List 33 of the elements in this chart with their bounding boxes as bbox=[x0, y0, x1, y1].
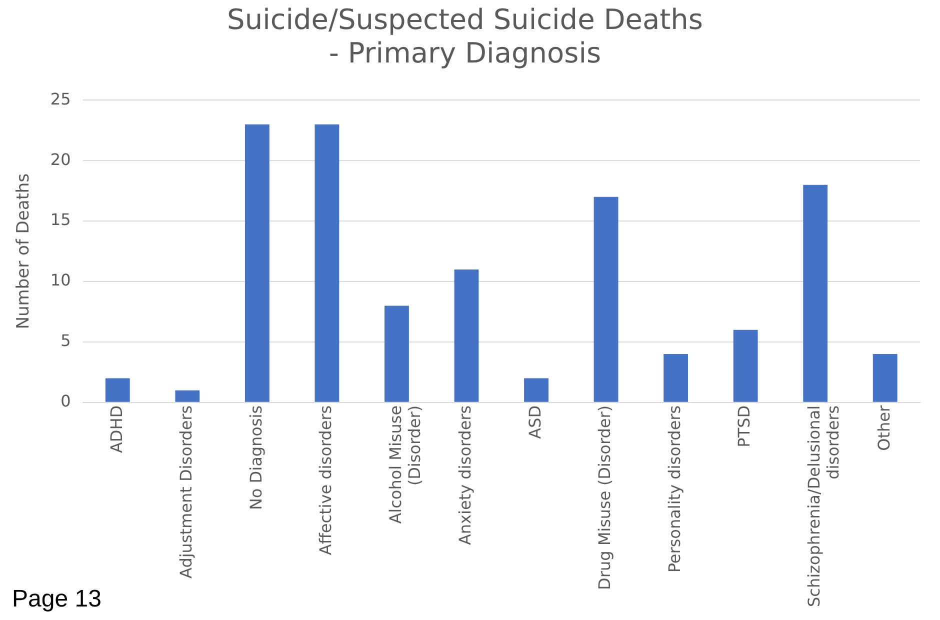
chart-title: Suicide/Suspected Suicide Deaths - Primary Diagnosis bbox=[227, 3, 703, 70]
bar bbox=[803, 184, 828, 402]
bar bbox=[105, 378, 130, 402]
x-tick-label: PTSD bbox=[734, 405, 754, 448]
bar bbox=[244, 124, 270, 402]
x-tick-label: ADHD bbox=[106, 405, 126, 454]
x-tick-label: Drug Misuse (Disorder) bbox=[595, 405, 614, 590]
x-tick-label: Alcohol Misuse (Disorder) bbox=[386, 405, 424, 524]
y-axis-title: Number of Deaths bbox=[14, 173, 34, 330]
y-tick-label: 0 bbox=[60, 392, 71, 411]
bar bbox=[872, 354, 898, 402]
bar bbox=[314, 124, 340, 402]
y-tick-label: 15 bbox=[50, 210, 71, 230]
x-tick-label: Anxiety disorders bbox=[456, 405, 475, 546]
bar bbox=[664, 354, 688, 402]
x-tick-label: Schizophrenia/Delusional disorders bbox=[804, 405, 843, 608]
x-tick-label: Affective disorders bbox=[316, 405, 336, 556]
x-tick-label: ASD bbox=[525, 405, 544, 439]
x-tick-label: Personality disorders bbox=[664, 405, 684, 573]
y-tick-label: 20 bbox=[50, 150, 71, 169]
bar bbox=[733, 330, 758, 402]
text: Page 13 bbox=[12, 586, 102, 613]
bar bbox=[594, 196, 618, 402]
x-tick-label: Other bbox=[874, 405, 894, 451]
bar bbox=[175, 390, 200, 402]
bar bbox=[524, 378, 548, 402]
bar bbox=[454, 269, 479, 402]
bar bbox=[384, 306, 409, 402]
y-tick-label: 25 bbox=[50, 89, 71, 108]
x-tick-label: Adjustment Disorders bbox=[176, 405, 196, 578]
x-tick-label: No Diagnosis bbox=[246, 405, 266, 510]
y-tick-label: 5 bbox=[60, 331, 71, 350]
y-tick-label: 10 bbox=[50, 270, 71, 290]
